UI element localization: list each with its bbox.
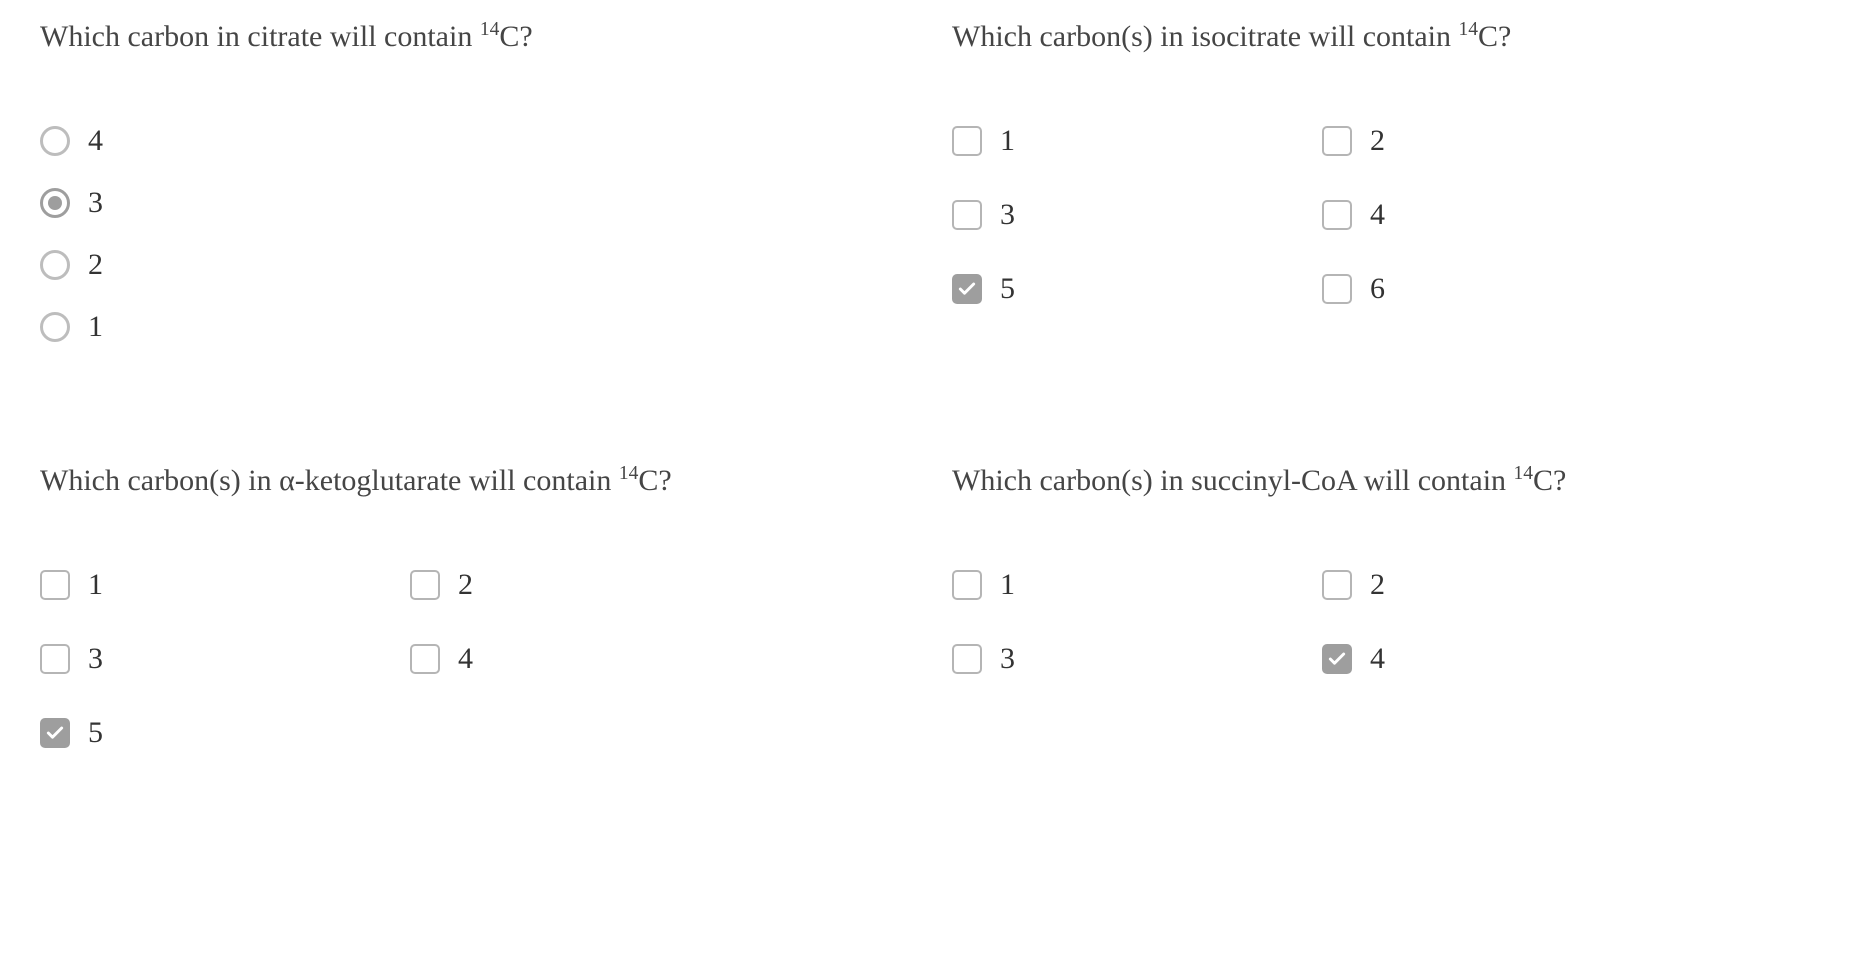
option: 1	[40, 568, 390, 602]
question-block: Which carbon(s) in succinyl-CoA will con…	[952, 464, 1824, 750]
option: 4	[410, 642, 760, 676]
question-text: Which carbon(s) in succinyl-CoA will con…	[952, 464, 1824, 498]
check-icon	[1327, 649, 1347, 669]
option: 3	[40, 186, 912, 220]
options-container: 1 2 3 4 5	[40, 568, 760, 750]
option: 4	[1322, 198, 1672, 232]
question-block: Which carbon(s) in α-ketoglutarate will …	[40, 464, 912, 750]
option: 5	[40, 716, 390, 750]
question-text: Which carbon in citrate will contain 14C…	[40, 20, 912, 54]
checkbox[interactable]	[410, 570, 440, 600]
question-text-suffix: C?	[1478, 20, 1511, 53]
option: 3	[40, 642, 390, 676]
option-label: 1	[1000, 568, 1015, 602]
question-text-prefix: Which carbon(s) in α-ketoglutarate will …	[40, 464, 619, 497]
checkbox[interactable]	[1322, 274, 1352, 304]
radio-dot-icon	[48, 196, 62, 210]
option-label: 4	[458, 642, 473, 676]
option: 5	[952, 272, 1302, 306]
checkbox[interactable]	[40, 644, 70, 674]
option: 2	[40, 248, 912, 282]
checkbox[interactable]	[410, 644, 440, 674]
question-text: Which carbon(s) in isocitrate will conta…	[952, 20, 1824, 54]
option-label: 4	[1370, 642, 1385, 676]
option-label: 3	[1000, 198, 1015, 232]
option-label: 5	[88, 716, 103, 750]
option: 4	[1322, 642, 1672, 676]
check-icon	[957, 279, 977, 299]
question-text-suffix: C?	[1533, 464, 1566, 497]
option: 4	[40, 124, 912, 158]
option-label: 4	[88, 124, 103, 158]
option-label: 4	[1370, 198, 1385, 232]
question-text-suffix: C?	[499, 20, 532, 53]
option-label: 3	[88, 642, 103, 676]
option: 2	[1322, 124, 1672, 158]
radio-button[interactable]	[40, 312, 70, 342]
question-text-prefix: Which carbon(s) in isocitrate will conta…	[952, 20, 1459, 53]
checkbox[interactable]	[952, 570, 982, 600]
options-container: 4 3 2 1	[40, 124, 912, 344]
option-label: 3	[1000, 642, 1015, 676]
option-label: 3	[88, 186, 103, 220]
checkbox[interactable]	[1322, 126, 1352, 156]
option-label: 2	[1370, 124, 1385, 158]
checkbox[interactable]	[40, 718, 70, 748]
option-label: 1	[88, 310, 103, 344]
question-block: Which carbon(s) in isocitrate will conta…	[952, 20, 1824, 344]
radio-button[interactable]	[40, 188, 70, 218]
option-label: 5	[1000, 272, 1015, 306]
option-label: 1	[88, 568, 103, 602]
option-label: 2	[458, 568, 473, 602]
option: 3	[952, 642, 1302, 676]
question-sup: 14	[1459, 19, 1479, 40]
option: 2	[410, 568, 760, 602]
option-label: 2	[1370, 568, 1385, 602]
checkbox[interactable]	[952, 644, 982, 674]
checkbox[interactable]	[1322, 570, 1352, 600]
question-sup: 14	[480, 19, 500, 40]
checkbox[interactable]	[40, 570, 70, 600]
options-container: 1 2 3 4	[952, 568, 1672, 676]
question-block: Which carbon in citrate will contain 14C…	[40, 20, 912, 344]
radio-button[interactable]	[40, 126, 70, 156]
checkbox[interactable]	[1322, 644, 1352, 674]
check-icon	[45, 723, 65, 743]
options-container: 1 2 3 4 5 6	[952, 124, 1672, 306]
option: 1	[40, 310, 912, 344]
checkbox[interactable]	[952, 274, 982, 304]
checkbox[interactable]	[1322, 200, 1352, 230]
option-label: 6	[1370, 272, 1385, 306]
option: 2	[1322, 568, 1672, 602]
question-sup: 14	[619, 463, 639, 484]
checkbox[interactable]	[952, 200, 982, 230]
question-text-suffix: C?	[638, 464, 671, 497]
option: 1	[952, 124, 1302, 158]
question-sup: 14	[1514, 463, 1534, 484]
checkbox[interactable]	[952, 126, 982, 156]
question-text-prefix: Which carbon in citrate will contain	[40, 20, 480, 53]
quiz-grid: Which carbon in citrate will contain 14C…	[40, 20, 1824, 750]
radio-button[interactable]	[40, 250, 70, 280]
option-label: 1	[1000, 124, 1015, 158]
question-text: Which carbon(s) in α-ketoglutarate will …	[40, 464, 912, 498]
option: 3	[952, 198, 1302, 232]
option: 1	[952, 568, 1302, 602]
option-label: 2	[88, 248, 103, 282]
option: 6	[1322, 272, 1672, 306]
question-text-prefix: Which carbon(s) in succinyl-CoA will con…	[952, 464, 1514, 497]
